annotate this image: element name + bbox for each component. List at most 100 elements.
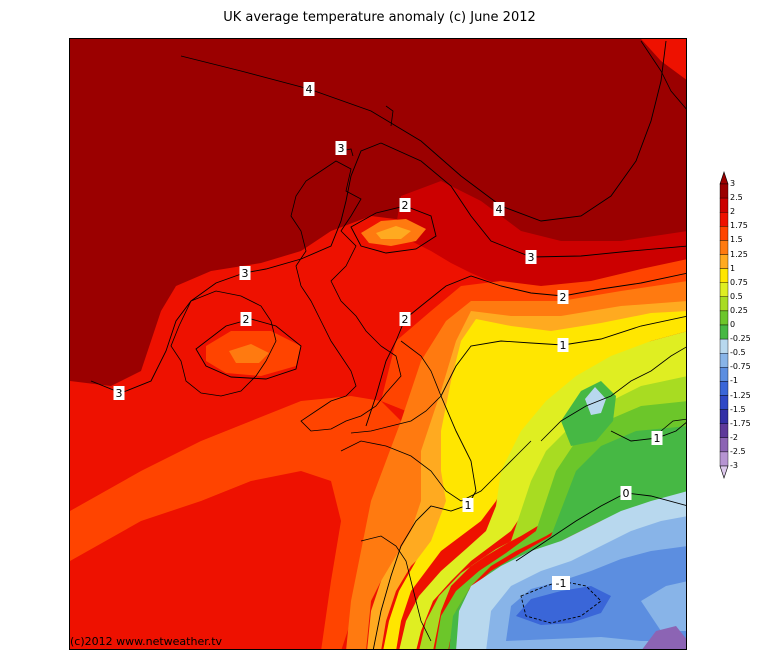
contour-label: 0 xyxy=(623,487,630,500)
colorbar-tick-label: 3 xyxy=(730,179,736,188)
colorbar-tick-label: 0.25 xyxy=(730,305,748,315)
contour-label-box xyxy=(239,266,251,280)
colorbar-swatch xyxy=(719,451,729,467)
colorbar-tick-label: -0.25 xyxy=(730,334,751,344)
colorbar-tick-label: -0.5 xyxy=(730,348,746,358)
colorbar-swatch xyxy=(719,183,729,199)
colorbar-swatch xyxy=(719,423,729,438)
colorbar-tick-label: -3 xyxy=(730,461,738,470)
colorbar-swatch xyxy=(719,310,729,326)
colorbar-tick-label: 0 xyxy=(730,320,736,329)
colorbar-tick-label: 1.25 xyxy=(730,249,748,259)
credit-text: (c)2012 www.netweather.tv xyxy=(70,635,223,648)
colorbar-tick-label: -2 xyxy=(730,432,738,442)
colorbar-tick-label: 0.5 xyxy=(730,291,743,301)
contour-label: 3 xyxy=(338,142,345,155)
band-15-scotland xyxy=(376,226,411,239)
contour-label-box xyxy=(399,198,411,212)
colorbar-max-arrow xyxy=(719,171,729,185)
contour-label-box xyxy=(620,486,632,500)
contour-2-west xyxy=(365,318,406,427)
contour-label-box xyxy=(462,498,474,512)
colorbar-tick-label: 1.75 xyxy=(730,221,748,231)
colorbar-swatch xyxy=(719,268,729,283)
contour-label-box xyxy=(493,202,505,216)
colorbar-tick-label: -0.75 xyxy=(730,362,751,372)
contour-4 xyxy=(180,40,667,222)
colorbar-swatch xyxy=(719,212,729,227)
colorbar-swatch xyxy=(719,282,729,297)
colorbar-tick-label: 2.5 xyxy=(730,193,743,203)
contour-label: 4 xyxy=(306,83,313,96)
colorbar-swatch xyxy=(719,395,729,410)
contour-label: 2 xyxy=(243,313,250,326)
contour-2-scotland xyxy=(350,205,437,254)
band-2-southwest xyxy=(70,471,341,649)
colorbar-swatch xyxy=(719,240,729,255)
contour-label: 3 xyxy=(242,267,249,280)
contour-1-south xyxy=(372,395,477,649)
colorbar-swatch xyxy=(719,254,729,269)
band-neg15 xyxy=(642,626,686,649)
colorbar-swatch xyxy=(719,324,729,340)
contour-1-north xyxy=(440,315,686,397)
contour-3-east xyxy=(380,142,686,258)
contour-label: 1 xyxy=(654,432,661,445)
band-125 xyxy=(367,301,686,649)
contour-label-box xyxy=(240,312,252,326)
contours xyxy=(90,40,686,649)
contour-3-north xyxy=(90,142,382,394)
contour-label-box xyxy=(557,290,569,304)
contour-label: 2 xyxy=(402,313,409,326)
contour-label-box xyxy=(557,338,569,352)
contour-label: 3 xyxy=(528,251,535,264)
contour-label: 2 xyxy=(560,291,567,304)
colorbar-swatch xyxy=(719,296,729,312)
colorbar-swatch xyxy=(719,409,729,424)
band-neg1 xyxy=(516,586,611,625)
contour-2-ireland xyxy=(195,318,302,380)
contour-label-box xyxy=(399,312,411,326)
colorbar-tick-label: -1.5 xyxy=(730,404,746,414)
band-25 xyxy=(396,181,686,296)
contour-labels: 4 4 3 3 3 3 2 2 2 2 1 1 1 0 -1 xyxy=(113,82,663,590)
colorbar-min-arrow xyxy=(719,465,729,479)
contour-label: 1 xyxy=(560,339,567,352)
colorbar-swatch xyxy=(719,197,729,213)
contour-label: 1 xyxy=(465,499,472,512)
anomaly-map: 4 4 3 3 3 3 2 2 2 2 1 1 1 0 -1 xyxy=(69,38,687,650)
colorbar-swatch xyxy=(719,437,729,453)
band-0 xyxy=(449,426,686,649)
chart-title: UK average temperature anomaly (c) June … xyxy=(223,10,536,25)
colorbar-tick-label: 1 xyxy=(730,263,736,273)
band-neg075-east xyxy=(641,581,686,631)
contour-label-box xyxy=(335,141,347,155)
contour-label: 2 xyxy=(402,199,409,212)
colorbar-swatch xyxy=(719,226,729,241)
colorbar-tick-label: 0.75 xyxy=(730,277,748,287)
anomaly-map-svg: 4 4 3 3 3 3 2 2 2 2 1 1 1 0 -1 xyxy=(70,39,686,649)
contour-label: 4 xyxy=(496,203,503,216)
band-15 xyxy=(346,281,686,649)
contour-label: -1 xyxy=(556,577,567,590)
colorbar-tick-label: 1.5 xyxy=(730,235,743,245)
contour-label-box xyxy=(303,82,315,96)
contour-0 xyxy=(515,492,686,562)
colorbar xyxy=(719,171,729,479)
colorbar-swatch xyxy=(719,381,729,396)
colorbar-swatch xyxy=(719,352,729,368)
colorbar-tick-label: 2 xyxy=(730,207,736,217)
contour-label-box xyxy=(651,431,663,445)
colorbar-tick-label: -1.75 xyxy=(730,418,751,428)
coastlines xyxy=(170,40,686,642)
colorbar-tick-label: -1 xyxy=(730,376,738,386)
colorbar-swatch xyxy=(719,367,729,382)
contour-label-box xyxy=(552,576,570,590)
contour-label-box xyxy=(525,250,537,264)
contour-label-box xyxy=(113,386,125,400)
colorbar-tick-label: -1.25 xyxy=(730,390,751,400)
contour-neg1 xyxy=(520,580,602,624)
band-15-ireland xyxy=(229,344,269,363)
colorbar-swatch xyxy=(719,338,729,354)
colorbar-tick-label: -2.5 xyxy=(730,446,746,456)
